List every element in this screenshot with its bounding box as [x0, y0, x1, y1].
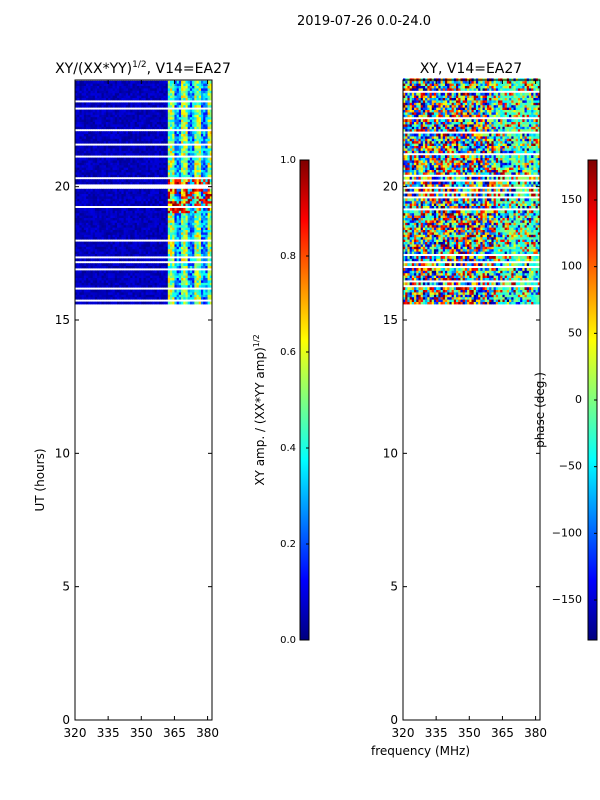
- colorbar-label: phase (deg.): [533, 372, 547, 448]
- colorbar-tick-label: 0.8: [280, 251, 296, 262]
- heatmap-cells-2: [403, 78, 541, 305]
- x-tick-label: 380: [196, 726, 219, 740]
- x-axis-label: frequency (MHz): [371, 744, 470, 758]
- y-tick-label: 20: [55, 180, 70, 194]
- colorbar-tick-label: 0.6: [280, 347, 296, 358]
- x-tick-label: 365: [491, 726, 514, 740]
- x-tick-label: 365: [163, 726, 186, 740]
- colorbar-label: XY amp. / (XX*YY amp)1/2: [252, 334, 267, 485]
- y-tick-label: 10: [55, 446, 70, 460]
- x-tick-label: 335: [425, 726, 448, 740]
- colorbar-tick-label: 1.0: [280, 155, 296, 166]
- colorbar-tick-label: 0: [575, 393, 582, 406]
- colorbar-tick-label: −100: [552, 526, 582, 539]
- panel-title-2: XY, V14=EA27: [420, 61, 522, 77]
- x-tick-label: 320: [64, 726, 87, 740]
- colorbar-tick-label: −50: [559, 460, 582, 473]
- y-tick-label: 0: [390, 713, 398, 727]
- y-axis-label: UT (hours): [33, 448, 47, 511]
- y-tick-label: 20: [383, 180, 398, 194]
- colorbar-tick-label: 100: [561, 260, 582, 273]
- colorbar-tick-label: 50: [568, 326, 582, 339]
- x-tick-label: 350: [458, 726, 481, 740]
- colorbar-tick-label: 0.4: [280, 443, 296, 454]
- x-tick-label: 350: [130, 726, 153, 740]
- colorbar-bar: [299, 159, 310, 641]
- heatmap-panel-1: 320 335 350 365 380 0 5 10 15 20 XY/(XX*YY)1/2, V1…: [33, 60, 310, 740]
- colorbar-2: −150 −100 −50 0 50 100 150 phase (deg.): [533, 159, 598, 641]
- colorbar-tick-label: −150: [552, 593, 582, 606]
- x-tick-label: 335: [97, 726, 120, 740]
- figure-suptitle: 2019-07-26 0.0-24.0: [297, 14, 431, 29]
- panel-title-1: XY/(XX*YY)1/2, V14=EA27: [55, 60, 231, 77]
- axes-frame-1: [74, 79, 213, 721]
- colorbar-tick-label: 0.2: [280, 539, 296, 550]
- heatmap-cells-1: [75, 80, 213, 305]
- colorbar-tick-label: 150: [561, 193, 582, 206]
- axes-frame-2: [402, 79, 541, 721]
- y-tick-label: 10: [383, 446, 398, 460]
- x-tick-label: 380: [524, 726, 547, 740]
- y-tick-label: 15: [383, 313, 398, 327]
- colorbar-1: 0.0 0.2 0.4 0.6 0.8 1.0 XY amp. / (XX*YY amp)1…: [252, 155, 310, 646]
- y-tick-label: 5: [62, 580, 70, 594]
- colorbar-tick-label: 0.0: [280, 635, 296, 646]
- y-tick-label: 15: [55, 313, 70, 327]
- heatmap-panel-2: 320 335 350 365 380 0 5 10 15 20 XY, V14=EA27 frequ…: [371, 61, 598, 758]
- y-tick-label: 5: [390, 580, 398, 594]
- x-tick-label: 320: [392, 726, 415, 740]
- y-tick-label: 0: [62, 713, 70, 727]
